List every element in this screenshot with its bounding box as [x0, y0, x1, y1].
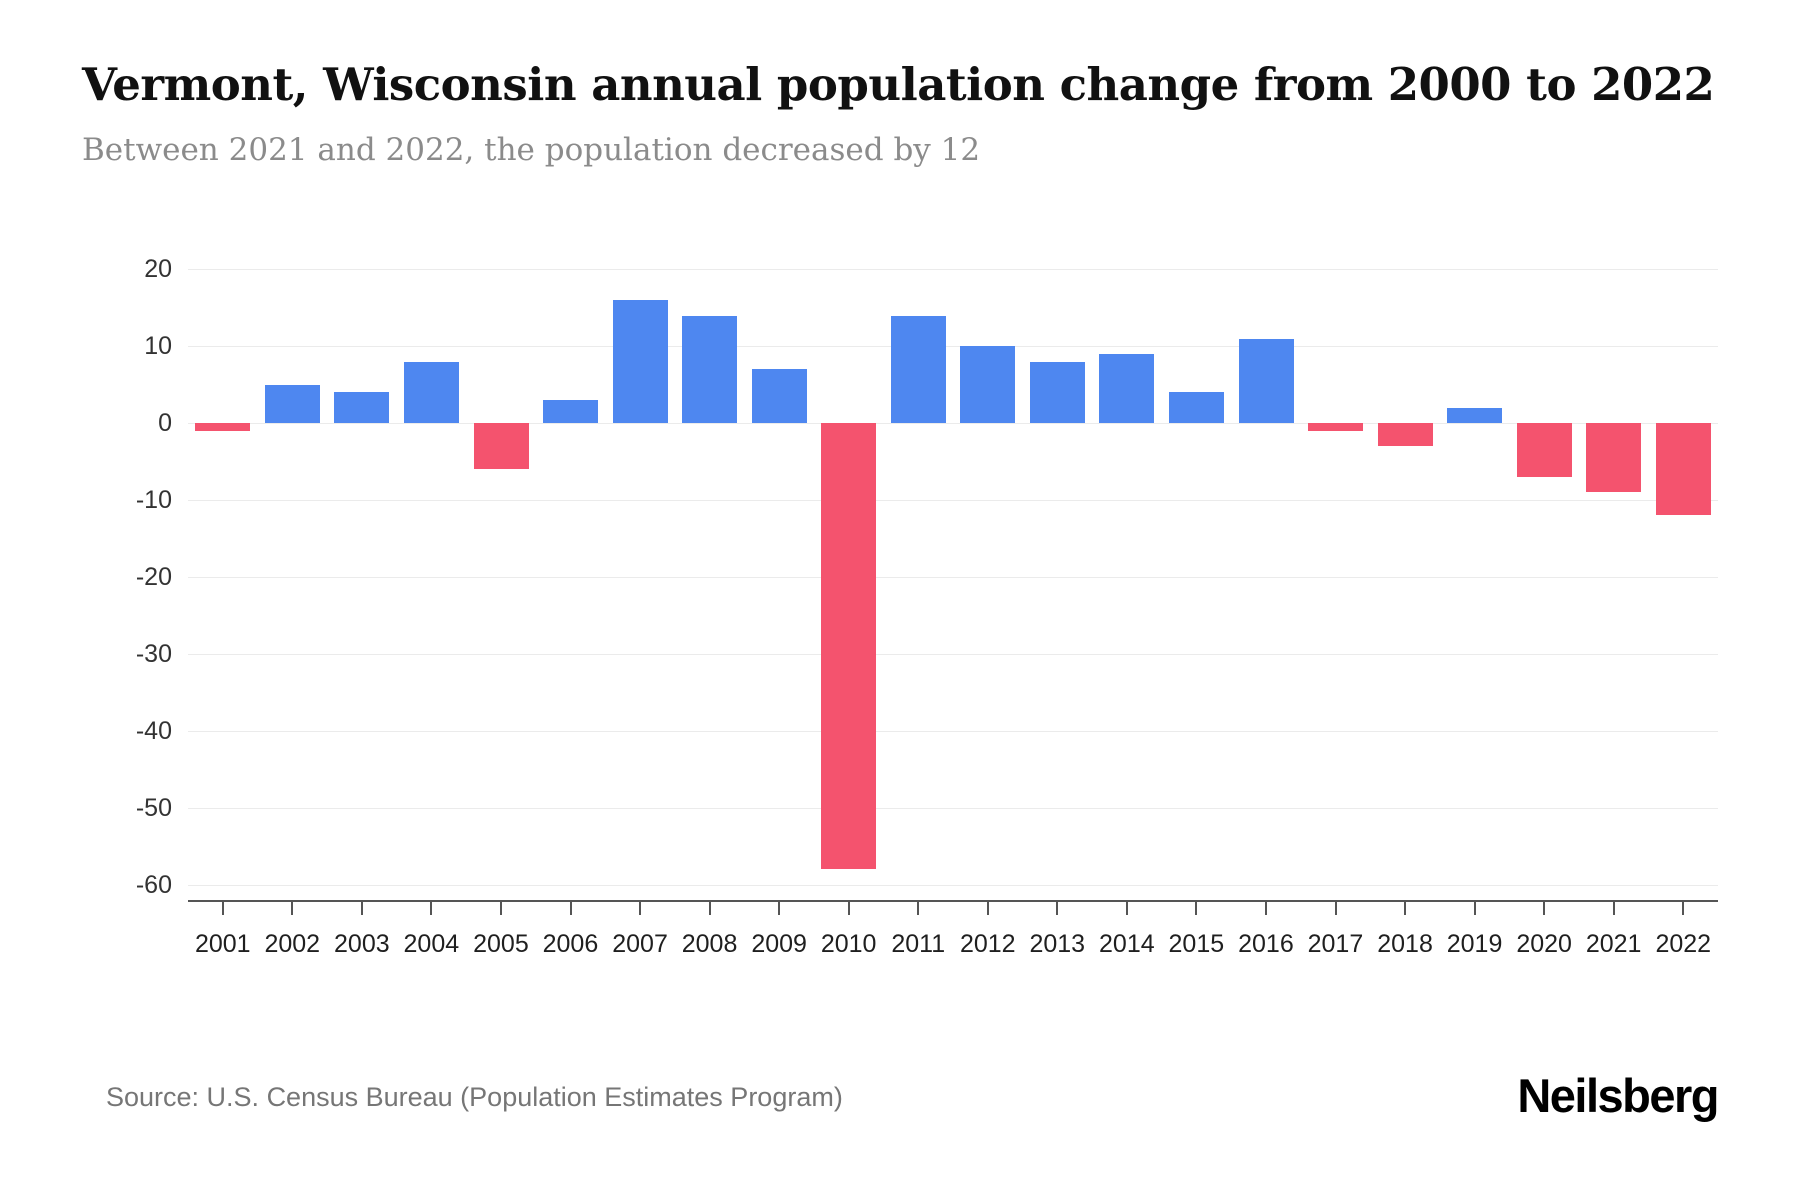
x-tick — [1404, 900, 1406, 915]
x-tick-label: 2015 — [1168, 930, 1225, 958]
bar — [264, 384, 320, 424]
x-tick — [360, 900, 363, 915]
x-tick — [1265, 900, 1267, 915]
x-tick-label: 2022 — [1655, 930, 1712, 958]
x-tick — [1056, 900, 1059, 915]
gridline — [188, 807, 1718, 809]
bar — [543, 400, 598, 424]
x-tick-label: 2020 — [1516, 930, 1572, 958]
bar — [334, 392, 390, 424]
x-tick — [1125, 900, 1128, 915]
x-tick-label: 2013 — [1029, 930, 1086, 958]
x-tick-label: 2001 — [194, 930, 251, 958]
x-tick — [847, 900, 850, 915]
x-tick — [430, 900, 433, 915]
gridline — [188, 423, 1718, 425]
bar — [1029, 361, 1085, 424]
x-tick-label: 2002 — [264, 930, 321, 958]
x-tick — [1682, 900, 1685, 915]
y-tick-label: -10 — [135, 486, 172, 515]
x-tick-label: 2008 — [681, 930, 738, 958]
x-tick — [500, 900, 502, 915]
x-tick-label: 2010 — [820, 930, 877, 958]
gridline — [188, 346, 1718, 348]
x-tick-label: 2004 — [403, 930, 460, 958]
plot-area: 20 10 0 -10 -20 -30 -40 -50 -60 2001 2002 2003 2004 2… — [136, 254, 1718, 958]
x-tick-label: 2017 — [1307, 930, 1364, 958]
bar — [890, 315, 946, 424]
x-tick — [708, 900, 711, 915]
y-tick-label: -20 — [135, 563, 172, 591]
bar — [195, 423, 251, 431]
x-tick — [917, 900, 920, 915]
chart-title: Vermont, Wisconsin annual population cha… — [82, 58, 1715, 111]
x-tick-label: 2021 — [1585, 930, 1642, 958]
gridline — [188, 884, 1718, 886]
x-tick — [1543, 900, 1546, 915]
bar — [1655, 423, 1711, 516]
x-tick-label: 2003 — [334, 930, 390, 958]
gridline — [188, 653, 1718, 655]
x-tick — [1195, 900, 1198, 915]
y-tick-label: -50 — [135, 793, 172, 822]
bar — [1586, 423, 1642, 493]
gridline — [188, 730, 1718, 732]
bar — [403, 361, 459, 424]
source-text: Source: U.S. Census Bureau (Population E… — [106, 1082, 843, 1112]
bar — [1308, 423, 1363, 431]
gridline — [188, 577, 1718, 578]
x-tick-label: 2019 — [1446, 930, 1503, 958]
bar — [1238, 338, 1294, 424]
x-tick — [778, 900, 781, 915]
x-tick — [1612, 900, 1615, 915]
bar — [960, 346, 1016, 424]
x-tick-label: 2007 — [612, 930, 668, 958]
bar — [1377, 423, 1433, 447]
bar — [473, 423, 529, 470]
bar — [821, 423, 877, 870]
x-tick-label: 2006 — [542, 930, 599, 958]
y-tick-label: -30 — [135, 639, 172, 668]
bar — [1168, 392, 1224, 424]
bar — [682, 315, 738, 424]
x-tick-label: 2014 — [1099, 930, 1155, 958]
x-tick-label: 2012 — [959, 930, 1016, 958]
y-tick-label: 20 — [144, 255, 172, 284]
bar — [612, 300, 668, 424]
gridline — [188, 500, 1718, 502]
bar — [751, 369, 807, 424]
x-tick — [221, 900, 224, 915]
y-tick-label: -60 — [135, 870, 172, 899]
y-tick-label: 0 — [158, 409, 172, 438]
x-tick — [1334, 900, 1337, 915]
y-tick-label: 10 — [144, 332, 172, 361]
x-tick — [639, 900, 641, 915]
x-tick-label: 2011 — [891, 930, 946, 958]
x-tick-label: 2018 — [1377, 930, 1433, 958]
x-tick-label: 2005 — [473, 930, 529, 958]
x-tick-label: 2009 — [751, 930, 807, 958]
x-tick — [1473, 900, 1476, 915]
bar — [1516, 423, 1572, 477]
x-tick — [291, 900, 294, 915]
gridline — [188, 269, 1718, 271]
bar — [1099, 354, 1155, 424]
bar-chart: 20 10 0 -10 -20 -30 -40 -50 -60 2001 2002 2003 2004 2… — [0, 254, 1800, 1014]
y-tick-label: -40 — [135, 716, 172, 745]
chart-subtitle: Between 2021 and 2022, the population de… — [82, 132, 981, 168]
bar — [1447, 407, 1503, 424]
x-tick — [986, 900, 989, 915]
brand-logo: Neilsberg — [1517, 1069, 1719, 1122]
x-tick-label: 2016 — [1238, 930, 1294, 958]
x-tick — [569, 900, 572, 915]
